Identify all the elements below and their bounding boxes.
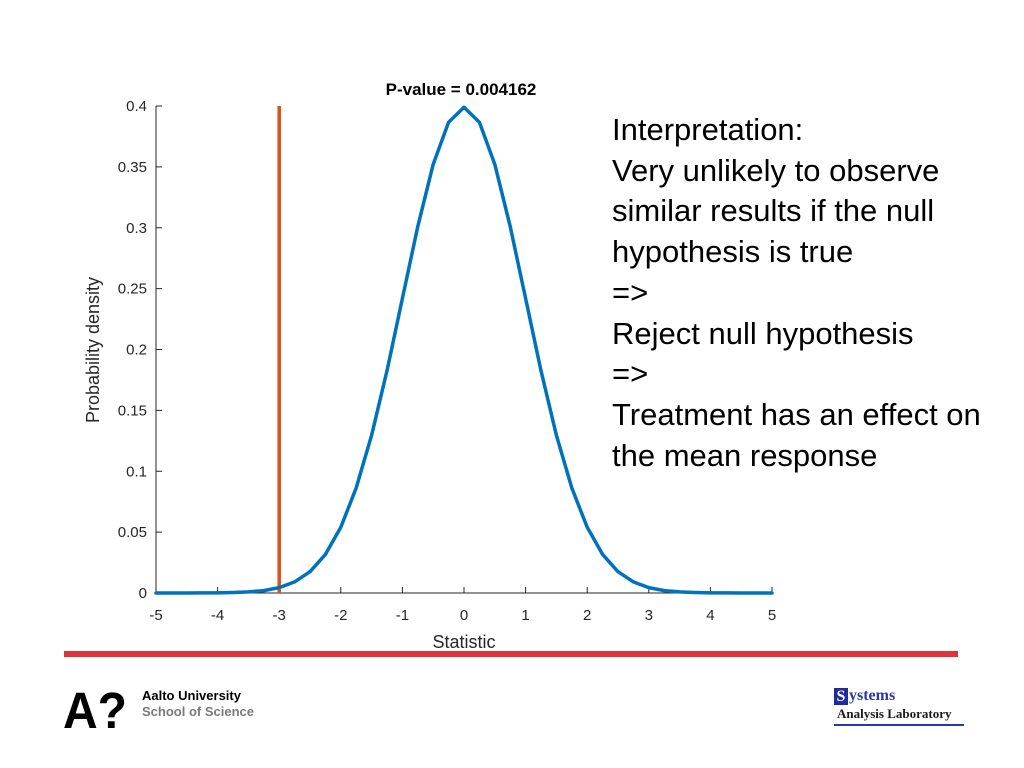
x-tick-label: 5 — [768, 607, 776, 624]
x-tick-label: -3 — [273, 607, 286, 624]
interpretation-line: Very unlikely to observe — [612, 152, 940, 188]
chart: -5 -4 -3 -2 -1 0 1 2 3 4 5 0 0.05 0.1 0.15 0.2 0.25 0.3 0.… — [83, 80, 776, 652]
sal-logo-subtitle: Analysis Laboratory — [837, 706, 952, 721]
y-tick-label: 0.25 — [118, 281, 147, 298]
interpretation-line: the mean response — [612, 437, 878, 473]
interpretation-line: Treatment has an effect on — [612, 396, 981, 432]
x-tick-label: 0 — [460, 607, 468, 624]
x-tick-label: -4 — [211, 607, 224, 624]
y-tick-label: 0.1 — [126, 463, 147, 480]
aalto-logo: A? — [63, 688, 127, 730]
x-tick-label: -1 — [396, 607, 409, 624]
x-tick-label: 2 — [583, 607, 591, 624]
x-tick-label: 1 — [521, 607, 529, 624]
interpretation-line: Reject null hypothesis — [612, 315, 914, 351]
interpretation-line: => — [612, 356, 649, 392]
y-tick-label: 0 — [139, 585, 147, 602]
chart-marks — [154, 105, 774, 595]
interpretation-line: hypothesis is true — [612, 234, 854, 270]
aalto-wordmark: Aalto University School of Science — [142, 688, 254, 720]
y-tick-label: 0.15 — [118, 402, 147, 419]
interpretation-text: Interpretation: Very unlikely to observe… — [612, 110, 1022, 476]
sal-logo-initial: S — [834, 688, 848, 705]
x-tick-label: -2 — [334, 607, 347, 624]
systems-analysis-laboratory-logo: S ystems Analysis Laboratory — [834, 687, 968, 730]
density-curve — [154, 105, 774, 595]
x-tick-label: 3 — [645, 607, 653, 624]
x-axis-label: Statistic — [432, 632, 495, 652]
interpretation-line: Interpretation: — [612, 112, 804, 147]
y-axis-label: Probability density — [83, 277, 103, 423]
x-tick-label: -5 — [149, 607, 162, 624]
axes: -5 -4 -3 -2 -1 0 1 2 3 4 5 0 0.05 0.1 0.15 0.2 0.25 0.3 0.… — [118, 98, 776, 624]
x-tick-label: 4 — [706, 607, 714, 624]
interpretation-line: similar results if the null — [612, 193, 935, 229]
y-tick-label: 0.05 — [118, 524, 147, 541]
sal-logo-word: ystems — [849, 687, 896, 704]
aalto-school-name: School of Science — [142, 704, 254, 719]
y-tick-label: 0.2 — [126, 342, 147, 359]
footer-divider — [64, 651, 958, 657]
aalto-university-name: Aalto University — [142, 688, 241, 703]
interpretation-line: => — [612, 274, 649, 310]
y-tick-label: 0.35 — [118, 159, 147, 176]
chart-title: P-value = 0.004162 — [386, 80, 537, 99]
sal-logo-underline — [834, 724, 964, 726]
y-tick-label: 0.4 — [126, 98, 147, 115]
aalto-logo-mark: A? — [63, 688, 127, 730]
y-tick-label: 0.3 — [126, 220, 147, 237]
